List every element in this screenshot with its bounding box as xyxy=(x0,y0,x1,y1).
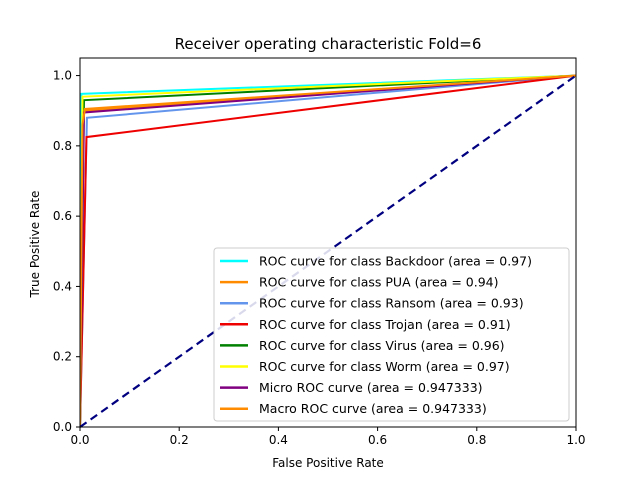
legend-entry-label: Macro ROC curve (area = 0.947333) xyxy=(259,401,487,416)
legend-entry-label: ROC curve for class Trojan (area = 0.91) xyxy=(259,317,511,332)
x-tick-label: 0.4 xyxy=(269,433,288,447)
legend-entry-label: ROC curve for class Ransom (area = 0.93) xyxy=(259,296,524,311)
x-tick-label: 1.0 xyxy=(566,433,585,447)
legend-entry-label: ROC curve for class Virus (area = 0.96) xyxy=(259,338,505,353)
y-tick-label: 0.6 xyxy=(53,209,72,223)
x-axis-label: False Positive Rate xyxy=(272,456,384,470)
y-tick-label: 0.4 xyxy=(53,279,72,293)
legend-entry-label: ROC curve for class Worm (area = 0.97) xyxy=(259,359,510,374)
plot-area xyxy=(79,74,577,428)
x-tick-label: 0.8 xyxy=(467,433,486,447)
legend-entry-label: ROC curve for class Backdoor (area = 0.9… xyxy=(259,254,532,269)
axes-frame xyxy=(79,57,577,428)
y-tick-label: 0.0 xyxy=(53,420,72,434)
roc-series-line-8 xyxy=(80,74,576,427)
axis-ticks: 0.0 0.2 0.4 0.6 0.8 1.0 0.0 0.2 0.4 0.6 0.8 1.0 xyxy=(53,69,586,447)
legend-box xyxy=(213,247,570,422)
x-tick-label: 0.2 xyxy=(170,433,189,447)
legend-entry-label: Micro ROC curve (area = 0.947333) xyxy=(259,380,483,395)
legend-entry-label: ROC curve for class PUA (area = 0.94) xyxy=(259,275,498,290)
y-axis-label: True Positive Rate xyxy=(28,191,42,299)
y-tick-label: 1.0 xyxy=(53,69,72,83)
chart-title: Receiver operating characteristic Fold=6 xyxy=(175,35,482,53)
legend: ROC curve for class Backdoor (area = 0.9… xyxy=(213,247,570,422)
y-tick-label: 0.8 xyxy=(53,139,72,153)
x-tick-label: 0.0 xyxy=(70,433,89,447)
x-tick-label: 0.6 xyxy=(368,433,387,447)
y-tick-label: 0.2 xyxy=(53,350,72,364)
